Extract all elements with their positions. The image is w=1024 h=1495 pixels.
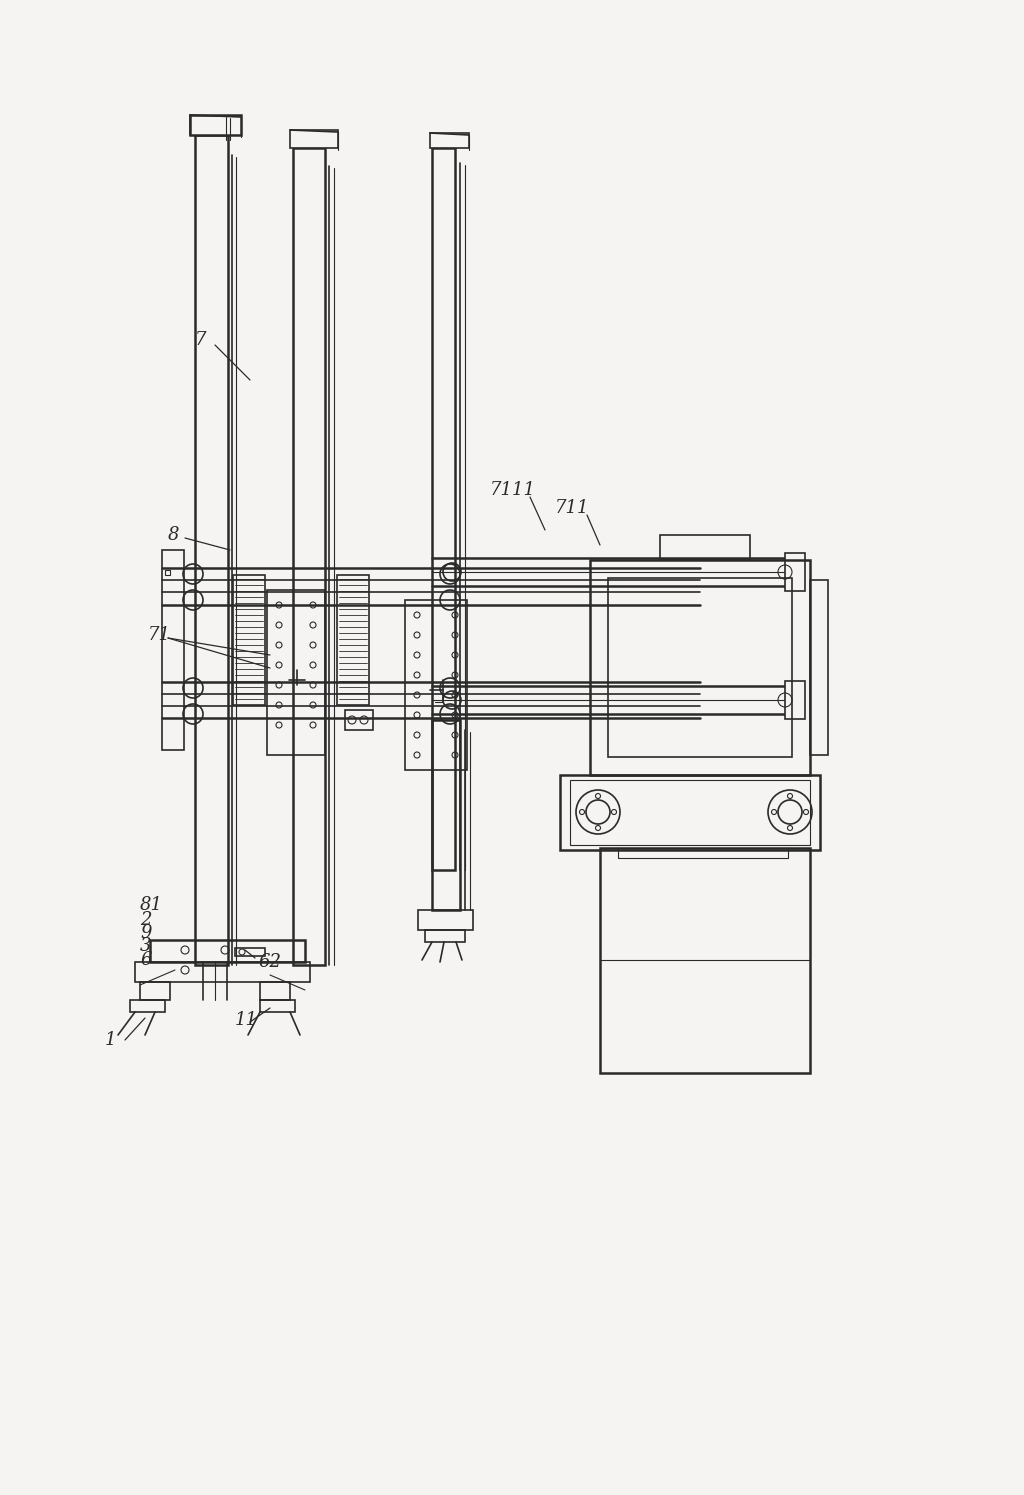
Bar: [608, 579, 792, 756]
Bar: [290, 130, 338, 148]
Bar: [165, 570, 170, 576]
Bar: [234, 948, 265, 955]
Text: 1: 1: [105, 1032, 117, 1049]
Bar: [570, 780, 810, 845]
Text: 3: 3: [140, 937, 152, 955]
Bar: [337, 576, 369, 706]
Text: 62: 62: [258, 952, 281, 970]
Bar: [195, 135, 228, 964]
Bar: [430, 133, 469, 148]
Bar: [293, 148, 325, 964]
Text: 711: 711: [555, 499, 590, 517]
Text: 11: 11: [234, 1011, 258, 1029]
Text: 7: 7: [195, 330, 207, 348]
Text: 6: 6: [140, 951, 152, 969]
Bar: [190, 115, 241, 135]
Text: 9: 9: [140, 924, 152, 942]
Bar: [432, 148, 455, 870]
Bar: [560, 774, 820, 851]
Text: 8: 8: [168, 526, 179, 544]
Bar: [260, 982, 290, 1000]
Bar: [418, 910, 473, 930]
Bar: [590, 561, 810, 774]
Bar: [267, 591, 325, 755]
Bar: [618, 848, 788, 858]
Bar: [785, 553, 805, 591]
Bar: [810, 580, 828, 755]
Bar: [406, 599, 467, 770]
Text: 7111: 7111: [490, 481, 536, 499]
Bar: [135, 961, 310, 982]
Bar: [600, 848, 810, 1073]
Bar: [660, 535, 750, 561]
Bar: [345, 710, 373, 730]
Bar: [130, 1000, 165, 1012]
Bar: [425, 930, 465, 942]
Text: 2: 2: [140, 910, 152, 928]
Bar: [162, 550, 184, 750]
Bar: [140, 982, 170, 1000]
Bar: [432, 721, 460, 910]
Bar: [150, 940, 305, 961]
Bar: [233, 576, 265, 706]
Text: 71: 71: [148, 626, 171, 644]
Bar: [785, 682, 805, 719]
Bar: [260, 1000, 295, 1012]
Text: 81: 81: [140, 896, 163, 913]
